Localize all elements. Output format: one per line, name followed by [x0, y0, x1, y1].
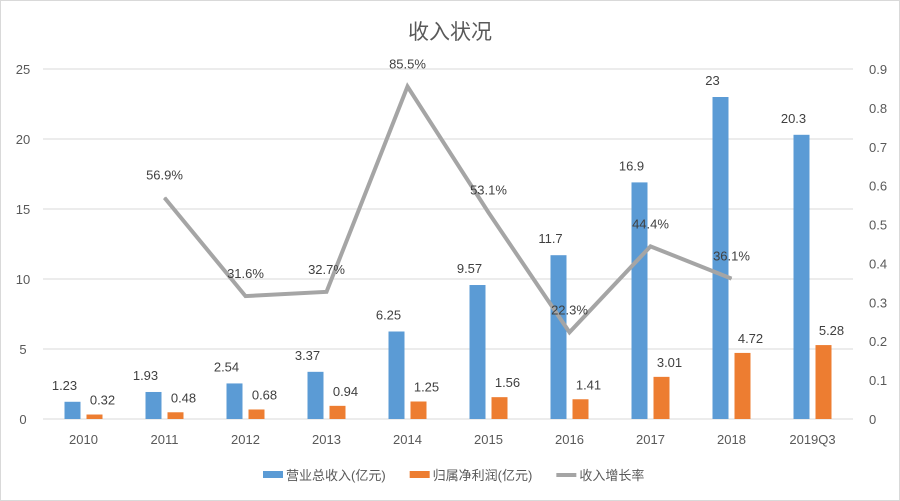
growth-rate-point — [731, 278, 732, 280]
bar-revenue — [226, 383, 243, 419]
bar-data-label: 1.93 — [133, 368, 158, 383]
line-data-label: 53.1% — [470, 183, 507, 198]
bar-profit — [653, 376, 670, 419]
bar-revenue — [793, 134, 810, 420]
bar-profit — [734, 352, 751, 419]
bar-data-label: 2.54 — [214, 359, 239, 374]
bar-profit — [410, 401, 427, 419]
bar-data-label: 0.48 — [171, 390, 196, 405]
y-left-tick-label: 20 — [16, 132, 30, 147]
y-left-tick-label: 10 — [16, 272, 30, 287]
line-data-label: 22.3% — [551, 302, 588, 317]
x-tick-label: 2010 — [69, 432, 98, 447]
growth-rate-point — [164, 197, 165, 199]
bar-profit — [491, 397, 508, 419]
x-tick-label: 2017 — [636, 432, 665, 447]
x-tick-label: 2013 — [312, 432, 341, 447]
y-left-tick-label: 15 — [16, 202, 30, 217]
line-data-label: 44.4% — [632, 216, 669, 231]
bar-data-label: 1.25 — [414, 380, 439, 395]
legend-label: 收入增长率 — [579, 468, 644, 483]
x-tick-label: 2019Q3 — [789, 432, 835, 447]
bar-data-label: 6.25 — [376, 308, 401, 323]
bar-data-label: 3.37 — [295, 348, 320, 363]
bar-data-label: 4.72 — [738, 331, 763, 346]
line-data-label: 36.1% — [713, 249, 750, 264]
y-left-tick-label: 5 — [19, 342, 26, 357]
bar-profit — [572, 399, 589, 419]
legend-swatch — [263, 471, 283, 478]
y-right-tick-label: 0.2 — [869, 334, 887, 349]
bar-data-label: 1.41 — [576, 377, 601, 392]
legend-swatch — [409, 471, 430, 478]
bar-data-label: 1.56 — [495, 375, 520, 390]
x-tick-label: 2018 — [717, 432, 746, 447]
y-right-tick-label: 0.8 — [869, 101, 887, 116]
line-data-label: 56.9% — [146, 168, 183, 183]
bar-data-label: 0.68 — [252, 387, 277, 402]
legend-label: 归属净利润(亿元) — [433, 468, 533, 483]
y-right-tick-label: 0.1 — [869, 373, 887, 388]
bar-revenue — [712, 97, 729, 419]
y-right-tick-label: 0 — [869, 412, 876, 427]
bar-data-label: 11.7 — [538, 231, 562, 246]
bar-revenue — [388, 331, 405, 419]
bar-revenue — [307, 371, 324, 419]
bar-revenue — [469, 285, 486, 419]
x-tick-label: 2012 — [231, 432, 260, 447]
x-tick-label: 2011 — [151, 432, 179, 447]
bar-profit — [86, 414, 103, 419]
x-tick-label: 2014 — [393, 432, 422, 447]
bar-data-label: 0.32 — [90, 393, 115, 408]
bar-data-label: 20.3 — [781, 111, 806, 126]
bar-revenue — [64, 401, 81, 419]
growth-rate-line — [162, 82, 733, 336]
bar-data-label: 3.01 — [657, 355, 682, 370]
bar-data-label: 16.9 — [619, 158, 644, 173]
bar-profit — [815, 345, 832, 419]
growth-rate-point — [650, 245, 651, 247]
bar-data-label: 0.94 — [333, 384, 358, 399]
bar-revenue — [550, 255, 567, 419]
y-right-tick-label: 0.9 — [869, 62, 887, 77]
bar-profit — [329, 405, 346, 419]
y-right-tick-label: 0.7 — [869, 140, 887, 155]
growth-rate-point — [245, 295, 246, 297]
x-tick-label: 2016 — [555, 432, 584, 447]
line-data-label: 31.6% — [227, 266, 264, 281]
y-right-tick-label: 0.5 — [869, 218, 887, 233]
growth-rate-point — [407, 86, 408, 87]
legend-label: 营业总收入(亿元) — [286, 468, 386, 483]
bar-data-label: 5.28 — [819, 323, 844, 338]
growth-rate-point — [488, 212, 489, 213]
bar-profit — [167, 412, 184, 419]
chart-title: 收入状况 — [408, 21, 492, 44]
bar-revenue — [631, 182, 648, 419]
x-tick-label: 2015 — [474, 432, 503, 447]
y-right-tick-label: 0.3 — [869, 295, 887, 310]
y-left-tick-label: 0 — [19, 412, 26, 427]
growth-rate-point — [569, 331, 570, 333]
bar-data-label: 9.57 — [457, 261, 482, 276]
line-data-label: 32.7% — [308, 262, 345, 277]
y-right-tick-label: 0.6 — [869, 179, 887, 194]
y-right-tick-label: 0.4 — [869, 256, 887, 271]
bar-data-label: 23 — [705, 73, 719, 88]
bar-profit — [248, 409, 265, 419]
bar-data-label: 1.23 — [52, 378, 77, 393]
line-data-label: 85.5% — [389, 57, 426, 72]
growth-rate-point — [326, 291, 327, 293]
bar-revenue — [145, 391, 162, 419]
y-left-tick-label: 25 — [16, 62, 30, 77]
